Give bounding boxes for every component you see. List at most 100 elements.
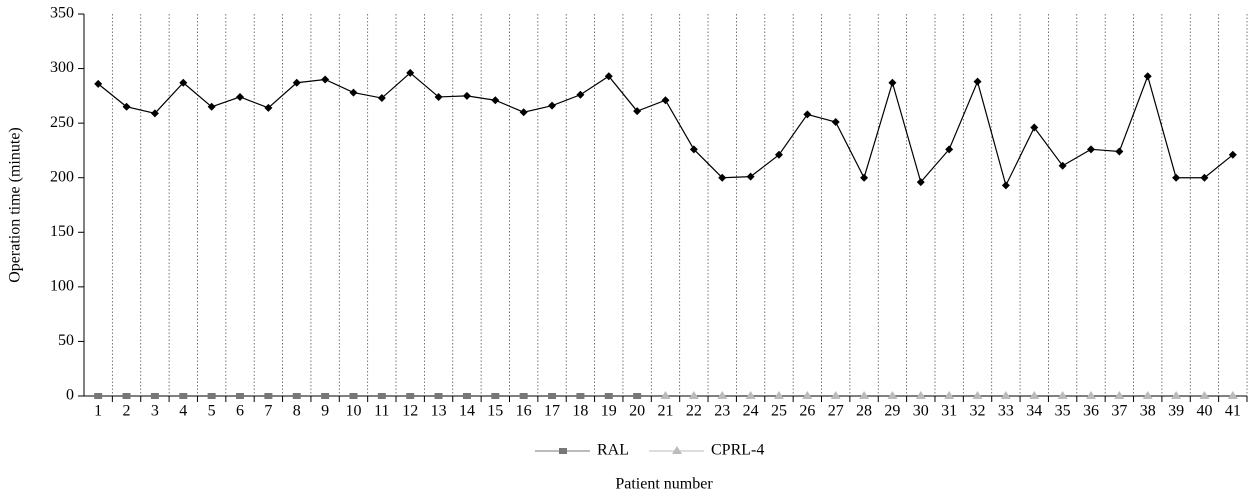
x-tick-label: 41 (1225, 403, 1241, 420)
x-tick-label: 36 (1083, 403, 1099, 420)
x-tick-label: 15 (487, 403, 503, 420)
data-point (745, 391, 756, 399)
data-point (803, 110, 812, 119)
data-point (1171, 391, 1182, 399)
data-point (150, 109, 159, 118)
x-tick-label: 25 (771, 403, 787, 420)
data-point (434, 92, 443, 101)
data-point (264, 103, 273, 112)
x-tick-label: 7 (264, 403, 272, 420)
x-tick-label: 8 (293, 403, 301, 420)
x-tick-label: 18 (572, 403, 588, 420)
x-tick-label: 40 (1196, 403, 1212, 420)
data-point (717, 391, 728, 399)
data-point (915, 391, 926, 399)
data-point (292, 78, 301, 87)
data-point (94, 393, 103, 399)
data-point (944, 391, 955, 399)
data-point (972, 391, 983, 399)
y-tick-label: 350 (50, 5, 74, 22)
data-point (236, 393, 245, 399)
y-tick-label: 0 (66, 387, 74, 404)
y-tick-label: 300 (50, 59, 74, 76)
data-point (406, 393, 415, 399)
data-point (1227, 391, 1238, 399)
data-point (689, 145, 698, 154)
data-point (207, 102, 216, 111)
x-tick-label: 21 (658, 403, 674, 420)
data-point (633, 107, 642, 116)
x-tick-label: 30 (913, 403, 929, 420)
y-tick-label: 150 (50, 223, 74, 240)
x-tick-label: 17 (544, 403, 560, 420)
data-point (349, 88, 358, 97)
data-point (406, 68, 415, 77)
data-point (888, 78, 897, 87)
data-point (122, 393, 131, 399)
x-tick-label: 27 (828, 403, 844, 420)
y-axis-title: Operation time (minute) (7, 127, 24, 283)
data-point (973, 77, 982, 86)
data-point (688, 391, 699, 399)
legend-marker (559, 448, 567, 454)
x-tick-label: 11 (374, 403, 389, 420)
data-point (1142, 391, 1153, 399)
data-point (491, 96, 500, 105)
data-point (1114, 391, 1125, 399)
x-tick-label: 24 (743, 403, 759, 420)
data-point (916, 178, 925, 187)
legend-marker (672, 446, 682, 454)
data-point (1030, 123, 1039, 132)
data-point (1228, 150, 1237, 159)
data-point (746, 172, 755, 181)
legend-label: CPRL-4 (711, 442, 764, 459)
x-tick-label: 31 (941, 403, 957, 420)
x-tick-label: 6 (236, 403, 244, 420)
x-tick-label: 1 (94, 403, 102, 420)
data-point (860, 173, 869, 182)
data-point (1057, 391, 1068, 399)
data-point (548, 393, 557, 399)
data-point (945, 145, 954, 154)
x-tick-label: 3 (151, 403, 159, 420)
data-point (1200, 173, 1209, 182)
data-point (491, 393, 500, 399)
data-point (718, 173, 727, 182)
x-axis-title: Patient number (615, 476, 713, 493)
data-point (321, 393, 330, 399)
data-point (1058, 161, 1067, 170)
data-point (1143, 72, 1152, 81)
data-point (349, 393, 358, 399)
y-tick-label: 200 (50, 168, 74, 185)
data-point (462, 91, 471, 100)
data-point (548, 101, 557, 110)
x-tick-label: 35 (1055, 403, 1071, 420)
x-tick-label: 19 (601, 403, 617, 420)
data-point (1029, 391, 1040, 399)
x-tick-label: 23 (714, 403, 730, 420)
data-point (633, 393, 642, 399)
data-point (377, 94, 386, 103)
y-tick-label: 50 (58, 332, 74, 349)
x-tick-label: 28 (856, 403, 872, 420)
x-tick-label: 22 (686, 403, 702, 420)
data-point (1001, 181, 1010, 190)
data-point (179, 78, 188, 87)
data-point (1085, 391, 1096, 399)
x-tick-label: 10 (345, 403, 361, 420)
data-point (519, 108, 528, 117)
data-point (1172, 173, 1181, 182)
data-point (462, 393, 471, 399)
data-point (1000, 391, 1011, 399)
data-point (179, 393, 188, 399)
data-point (604, 393, 613, 399)
data-point (802, 391, 813, 399)
x-tick-label: 32 (970, 403, 986, 420)
data-point (1115, 147, 1124, 156)
y-tick-label: 250 (50, 114, 74, 131)
data-point (519, 393, 528, 399)
x-tick-label: 34 (1026, 403, 1042, 420)
legend-label: RAL (597, 442, 629, 459)
x-tick-label: 4 (179, 403, 187, 420)
